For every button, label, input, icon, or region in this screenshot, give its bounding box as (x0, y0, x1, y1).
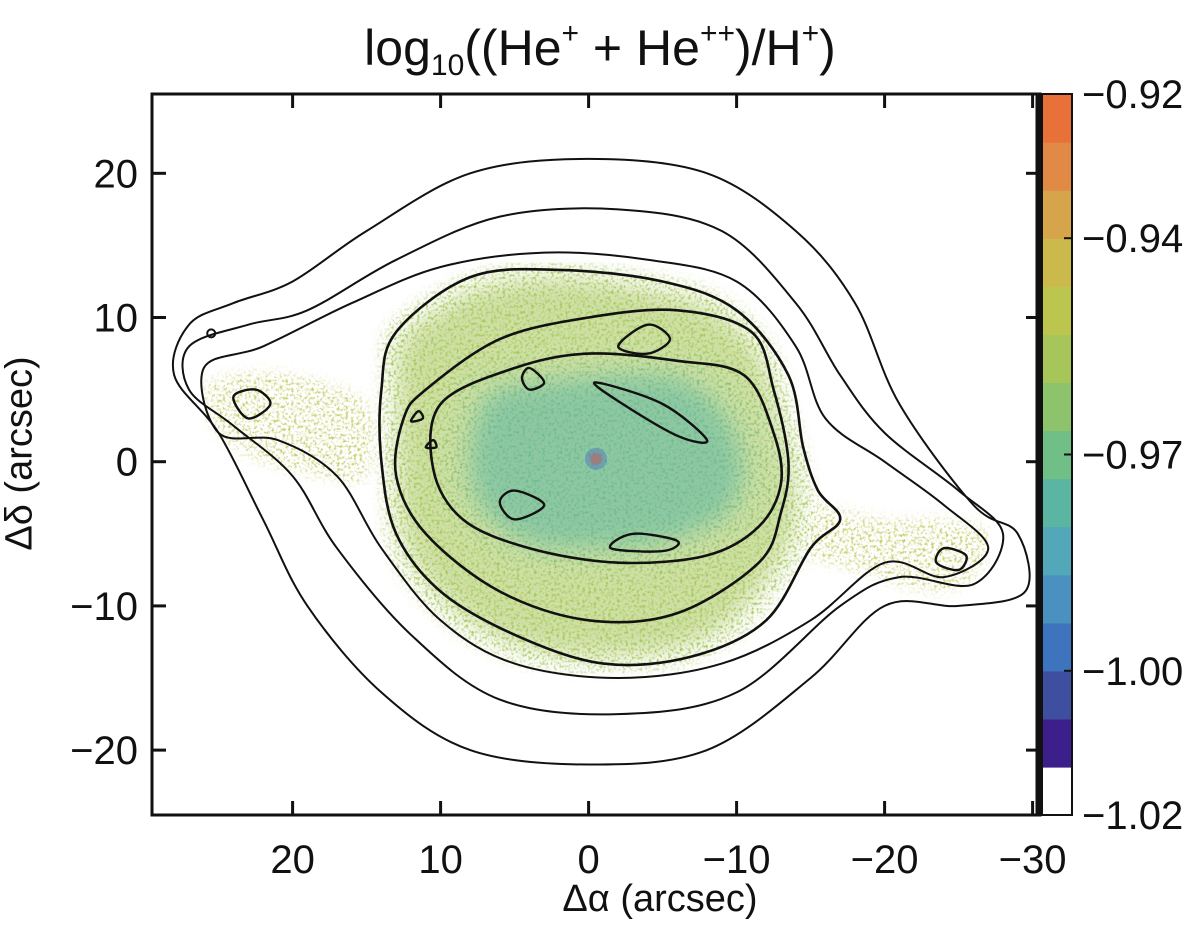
colorbar-step (1042, 718, 1072, 768)
x-tick-label: 10 (418, 838, 463, 882)
x-tick-label: −30 (999, 838, 1067, 882)
colorbar-step (1042, 190, 1072, 239)
colorbar-tick-label: −1.02 (1082, 794, 1183, 838)
colorbar-step (1042, 142, 1072, 191)
y-tick-label: 10 (94, 297, 139, 341)
x-axis-label: Δα (arcsec) (562, 878, 758, 920)
contour-outer-3 (200, 251, 990, 680)
colorbar-step (1042, 478, 1072, 528)
colorbar-tick-label: −0.92 (1082, 73, 1183, 117)
west-lobe-emission (779, 488, 990, 592)
contour-inner-3 (428, 352, 784, 565)
colorbar-step (1042, 238, 1072, 287)
colorbar-step (1042, 622, 1072, 672)
contour-island-2 (520, 366, 546, 391)
contour-island-4 (498, 489, 546, 521)
colorbar-step (1042, 382, 1072, 432)
x-tick-label: 0 (577, 838, 599, 882)
contours (172, 157, 1031, 766)
contour-island-small (206, 328, 217, 339)
y-tick-label: −20 (70, 729, 138, 773)
cavity-core (470, 375, 744, 549)
chart-title: log10((He+ + He++)/H+) (364, 17, 836, 82)
y-axis-label: Δδ (arcsec) (0, 356, 41, 551)
contour-outer-1 (172, 157, 1031, 766)
contour-island-1 (616, 323, 672, 356)
colorbar-step (1042, 670, 1072, 720)
contour-island-7 (934, 546, 968, 572)
y-tick-label: 20 (94, 152, 139, 196)
colorbar-tick-label: −1.00 (1082, 650, 1183, 694)
colorbar-step (1042, 526, 1072, 576)
colorbar-step (1042, 334, 1072, 383)
contour-inner-2 (393, 308, 790, 624)
colorbar-tick-label: −0.97 (1082, 434, 1183, 478)
contour-island-9 (424, 438, 438, 450)
contour-island-8 (409, 410, 425, 423)
colorbar-tick-label: −0.94 (1082, 217, 1183, 261)
colorbar-step (1042, 94, 1072, 143)
y-tick-label: 0 (116, 441, 138, 485)
contour-island-6 (232, 388, 272, 420)
colorbar-step (1042, 286, 1072, 335)
central-star (590, 452, 602, 465)
central-star-halo (585, 447, 607, 470)
east-lobe-emission (203, 372, 375, 483)
y-tick-label: −10 (70, 585, 138, 629)
colorbar-step (1042, 766, 1072, 816)
contour-outer-2 (181, 207, 1005, 716)
heatmap-layer (203, 262, 990, 674)
x-tick-label: −10 (703, 838, 771, 882)
colorbar-step (1042, 574, 1072, 624)
contour-island-3 (593, 381, 709, 444)
contour-inner-1 (378, 267, 842, 667)
heatmap-solid (396, 278, 796, 657)
colorbar: −0.92 −0.94 −0.97 −1.00 −1.02 (1035, 73, 1183, 838)
x-tick-label: −20 (851, 838, 919, 882)
x-tick-label: 20 (270, 838, 315, 882)
contour-island-5 (608, 532, 680, 553)
